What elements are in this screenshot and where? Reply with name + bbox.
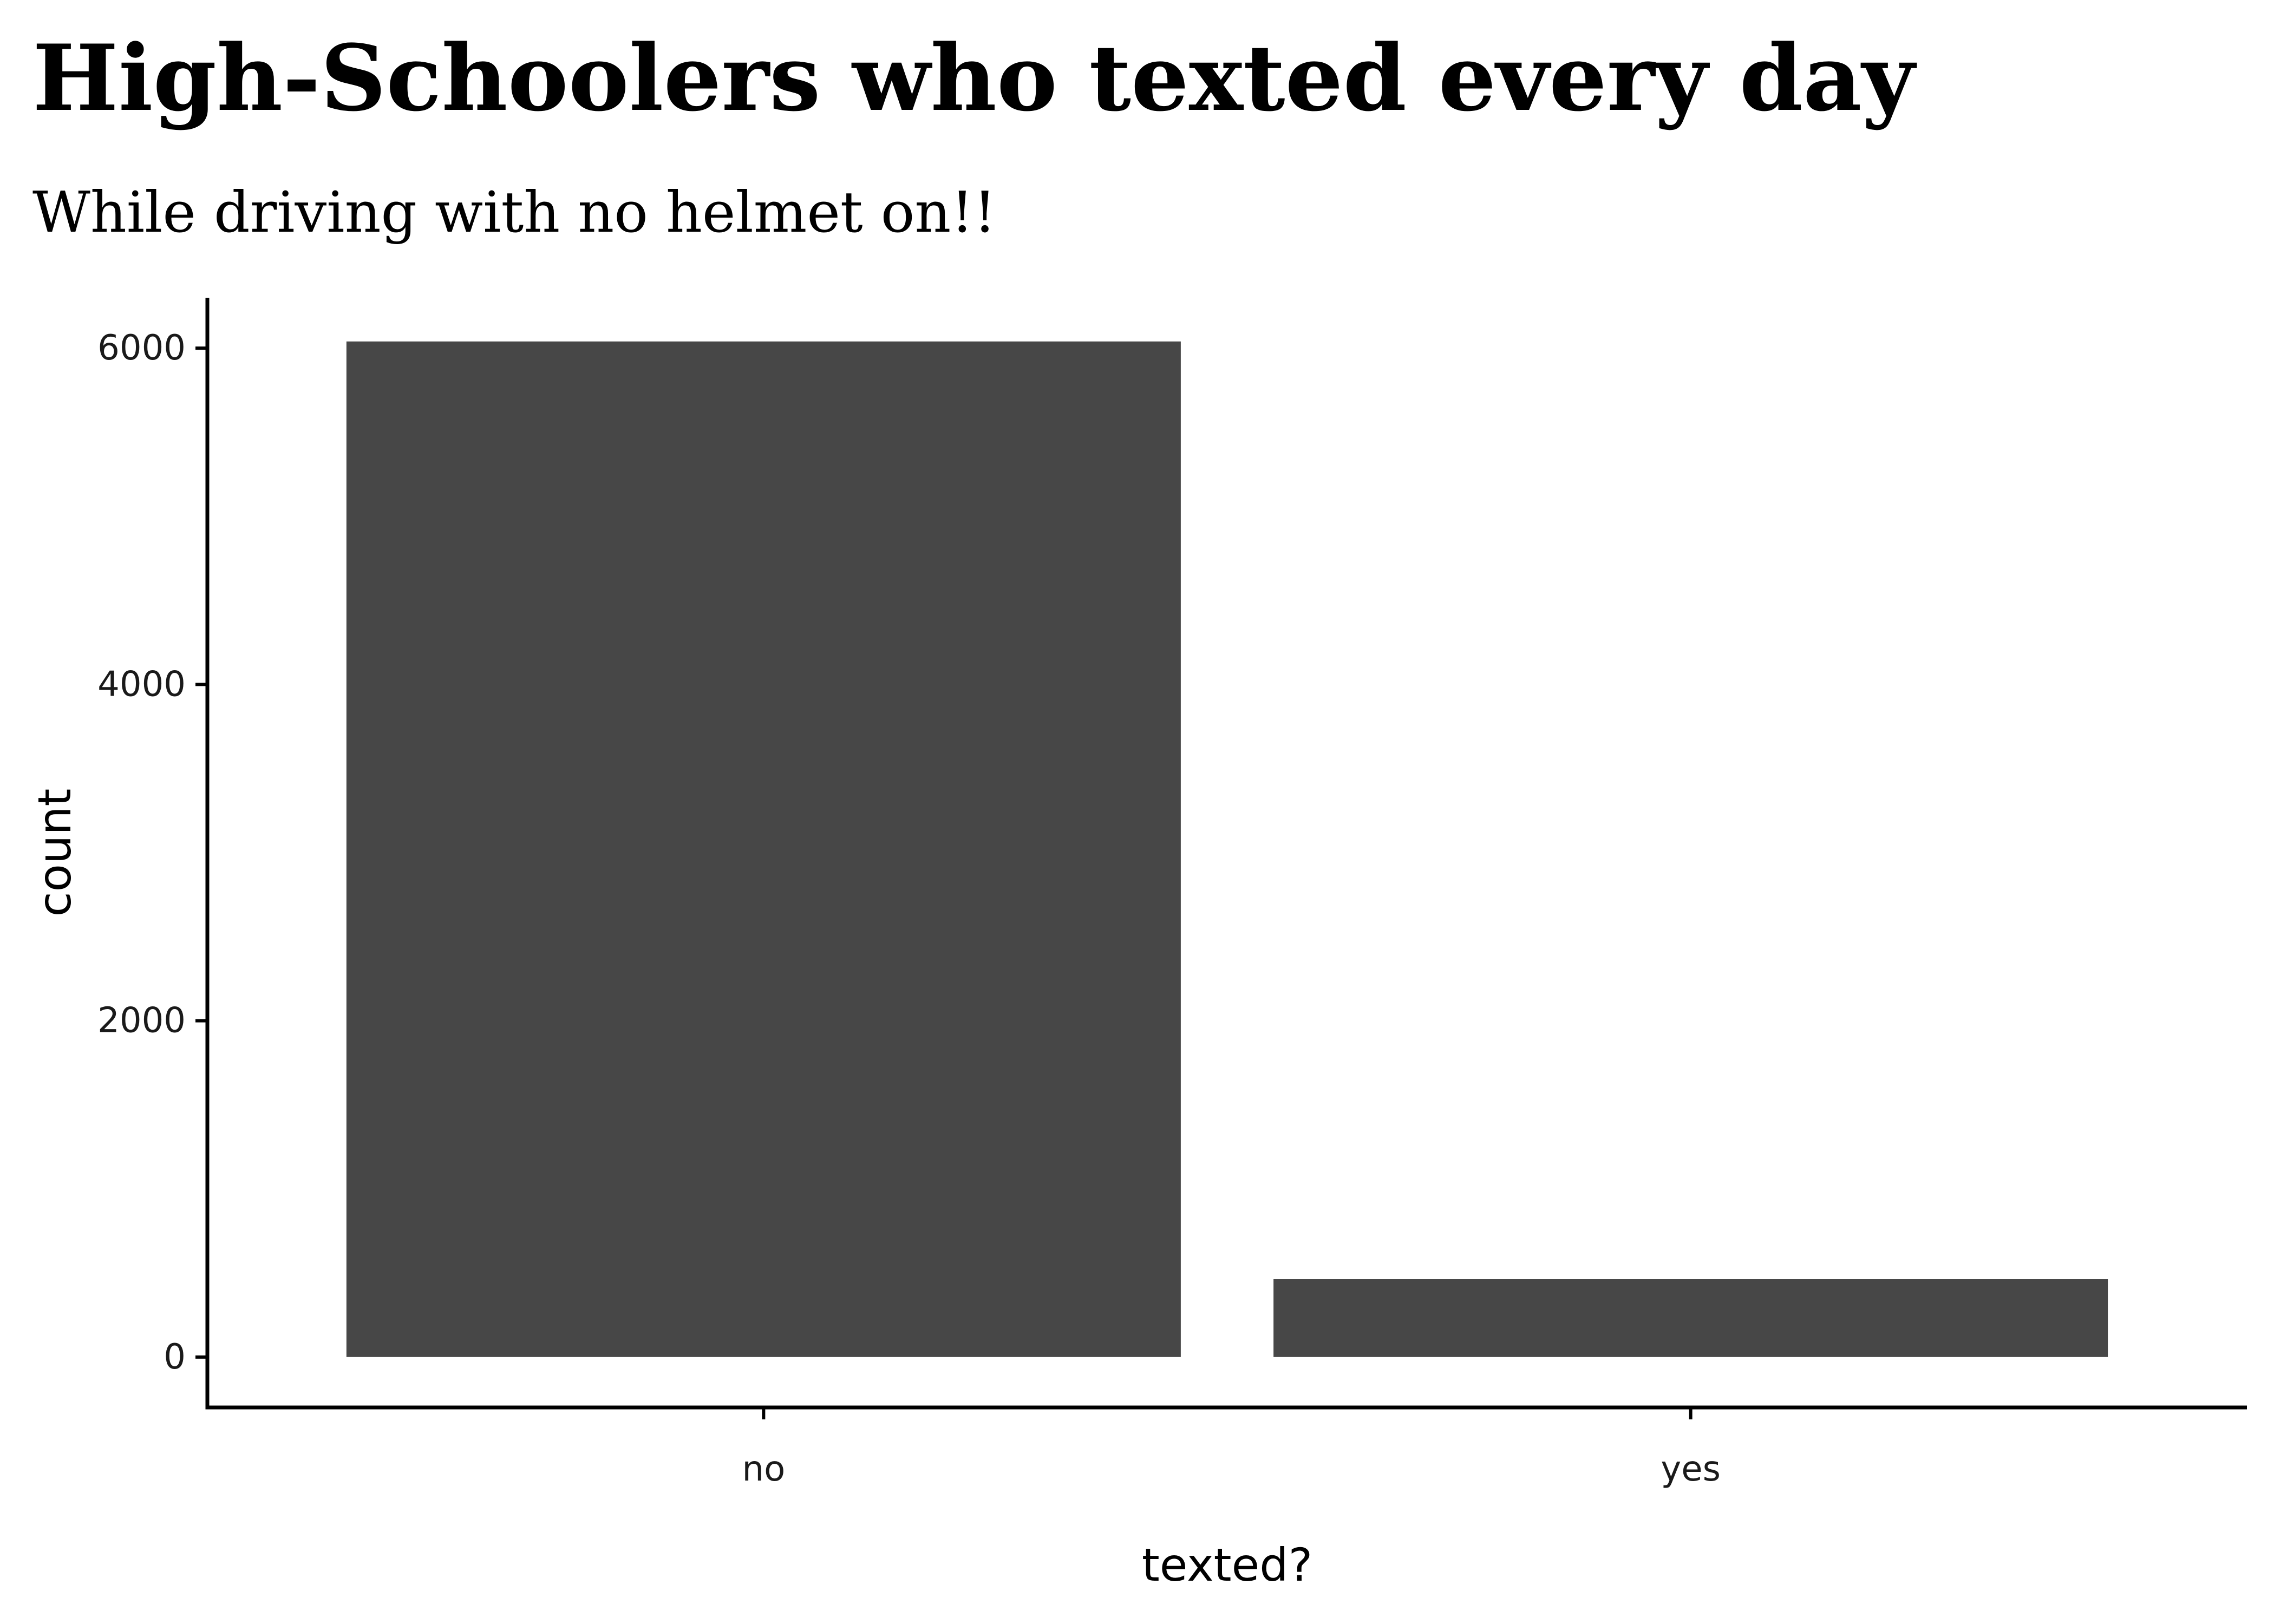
bars-layer (346, 341, 2108, 1357)
x-axis-ticks: no yes (742, 1407, 1721, 1489)
x-axis-title: texted? (1142, 1538, 1312, 1592)
y-tick-label: 2000 (97, 1001, 186, 1041)
bar-yes (1273, 1279, 2108, 1357)
bar-no (346, 341, 1181, 1357)
y-axis-ticks: 0 2000 4000 6000 (97, 328, 207, 1377)
axes-layer (205, 298, 2247, 1410)
chart-title: High-Schoolers who texted every day (32, 24, 1915, 132)
y-axis-title: count (28, 789, 81, 917)
x-tick-label: no (742, 1449, 786, 1489)
chart-subtitle: While driving with no helmet on!! (32, 179, 996, 245)
y-tick-label: 0 (164, 1337, 186, 1377)
y-tick-label: 4000 (97, 664, 186, 704)
x-tick-label: yes (1661, 1449, 1721, 1489)
y-tick-label: 6000 (97, 328, 186, 368)
